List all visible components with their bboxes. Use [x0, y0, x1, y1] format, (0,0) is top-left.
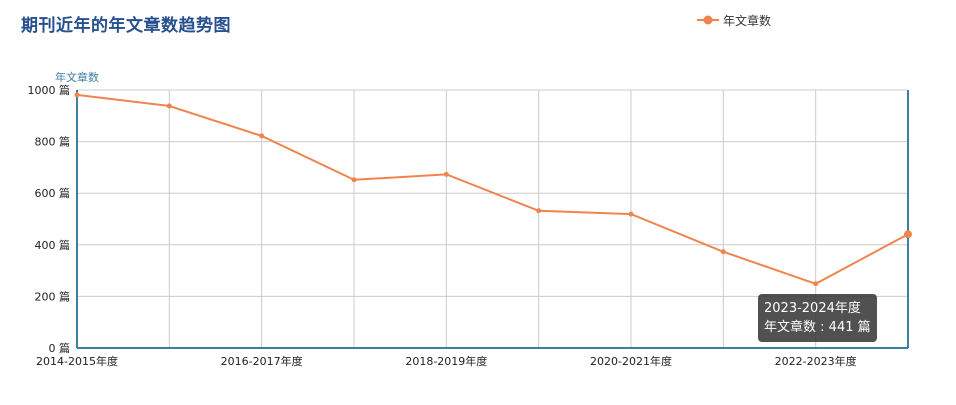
data-point	[904, 230, 912, 239]
y-tick-label: 200 篇	[35, 289, 71, 303]
data-point	[628, 211, 634, 217]
y-tick-label: 0 篇	[49, 341, 71, 355]
chart-title: 期刊近年的年文章数趋势图	[21, 16, 231, 36]
y-tick-label: 600 篇	[35, 186, 71, 200]
data-point	[536, 208, 542, 214]
data-point	[74, 92, 80, 98]
y-tick-label: 1000 篇	[28, 83, 71, 97]
x-tick-label: 2016-2017年度	[221, 354, 303, 368]
tooltip-series-name: 年文章数	[764, 320, 817, 335]
x-tick-label: 2020-2021年度	[590, 354, 672, 368]
y-axis-title: 年文章数	[55, 70, 99, 84]
x-tick-label: 2022-2023年度	[775, 354, 857, 368]
data-tooltip: 2023-2024年度 年文章数 : 441 篇	[758, 294, 877, 342]
x-tick-label: 2014-2015年度	[36, 354, 118, 368]
data-point	[259, 133, 265, 139]
data-point	[443, 171, 449, 177]
tooltip-value: 441	[828, 320, 854, 335]
tooltip-separator: :	[816, 320, 829, 335]
legend-label: 年文章数	[723, 13, 772, 28]
legend-item[interactable]: 年文章数	[697, 12, 771, 28]
tooltip-value-row: 年文章数 : 441 篇	[764, 318, 871, 337]
data-point	[351, 177, 357, 183]
series-line	[76, 93, 909, 285]
x-tick-label: 2018-2019年度	[405, 354, 487, 368]
data-point	[166, 103, 172, 109]
data-point	[813, 281, 819, 287]
y-tick-label: 400 篇	[35, 238, 71, 252]
tooltip-unit: 篇	[857, 320, 871, 335]
legend-line-dot-icon	[697, 15, 719, 25]
tooltip-category: 2023-2024年度	[764, 301, 861, 316]
y-tick-label: 800 篇	[35, 135, 71, 149]
data-point	[720, 249, 726, 255]
